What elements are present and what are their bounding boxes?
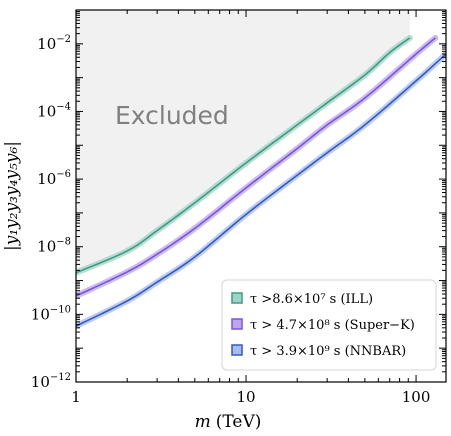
y-tick-label: 10−4 — [37, 101, 71, 120]
series-lines — [76, 37, 446, 327]
plot-frame — [75, 9, 447, 383]
y-tick-exponent: −8 — [56, 237, 71, 248]
legend-label-0: τ >8.6×10⁷ s (ILL) — [250, 292, 373, 307]
y-tick-base: 10 — [37, 35, 56, 53]
x-axis-var: m — [195, 412, 211, 432]
legend-label-2: τ > 3.9×10⁹ s (NNBAR) — [250, 344, 406, 359]
x-axis: 1 10 100 — [71, 10, 430, 406]
y-tick-label: 10−6 — [37, 169, 71, 188]
y-tick-label: 10−12 — [31, 372, 71, 391]
x-tick-label: 1 — [71, 388, 81, 406]
series-line-2 — [76, 53, 446, 327]
y-axis-title: |y₁y₂y₃y₄y₅y₆| — [2, 141, 22, 251]
x-tick-label: 100 — [402, 388, 431, 406]
series-line-1 — [76, 37, 436, 297]
y-tick-base: 10 — [37, 238, 56, 256]
y-tick-exponent: −6 — [56, 169, 71, 180]
y-tick-label: 10−2 — [37, 34, 71, 53]
y-tick-exponent: −12 — [50, 372, 71, 383]
x-axis-unit: (TeV) — [216, 412, 262, 432]
legend-swatch-2 — [231, 344, 243, 356]
y-tick-base: 10 — [31, 305, 50, 323]
y-tick-exponent: −10 — [50, 304, 71, 315]
series-line-0 — [76, 37, 411, 274]
x-axis-title: m (TeV) — [195, 412, 262, 432]
y-tick-label: 10−10 — [31, 304, 71, 323]
y-tick-exponent: −4 — [56, 101, 71, 112]
y-tick-base: 10 — [37, 102, 56, 120]
legend-swatch-1 — [231, 318, 243, 330]
y-tick-base: 10 — [37, 170, 56, 188]
excluded-region — [76, 10, 410, 273]
legend: τ >8.6×10⁷ s (ILL) τ > 4.7×10⁸ s (Super−K… — [221, 279, 437, 371]
y-tick-label: 10−8 — [37, 237, 71, 256]
legend-swatch-0 — [231, 292, 243, 304]
x-tick-label: 10 — [236, 388, 255, 406]
y-tick-exponent: −2 — [56, 34, 71, 45]
legend-box — [221, 279, 437, 371]
legend-label-1: τ > 4.7×10⁸ s (Super−K) — [250, 318, 415, 333]
y-tick-base: 10 — [31, 373, 50, 391]
excluded-annotation: Excluded — [115, 101, 229, 130]
